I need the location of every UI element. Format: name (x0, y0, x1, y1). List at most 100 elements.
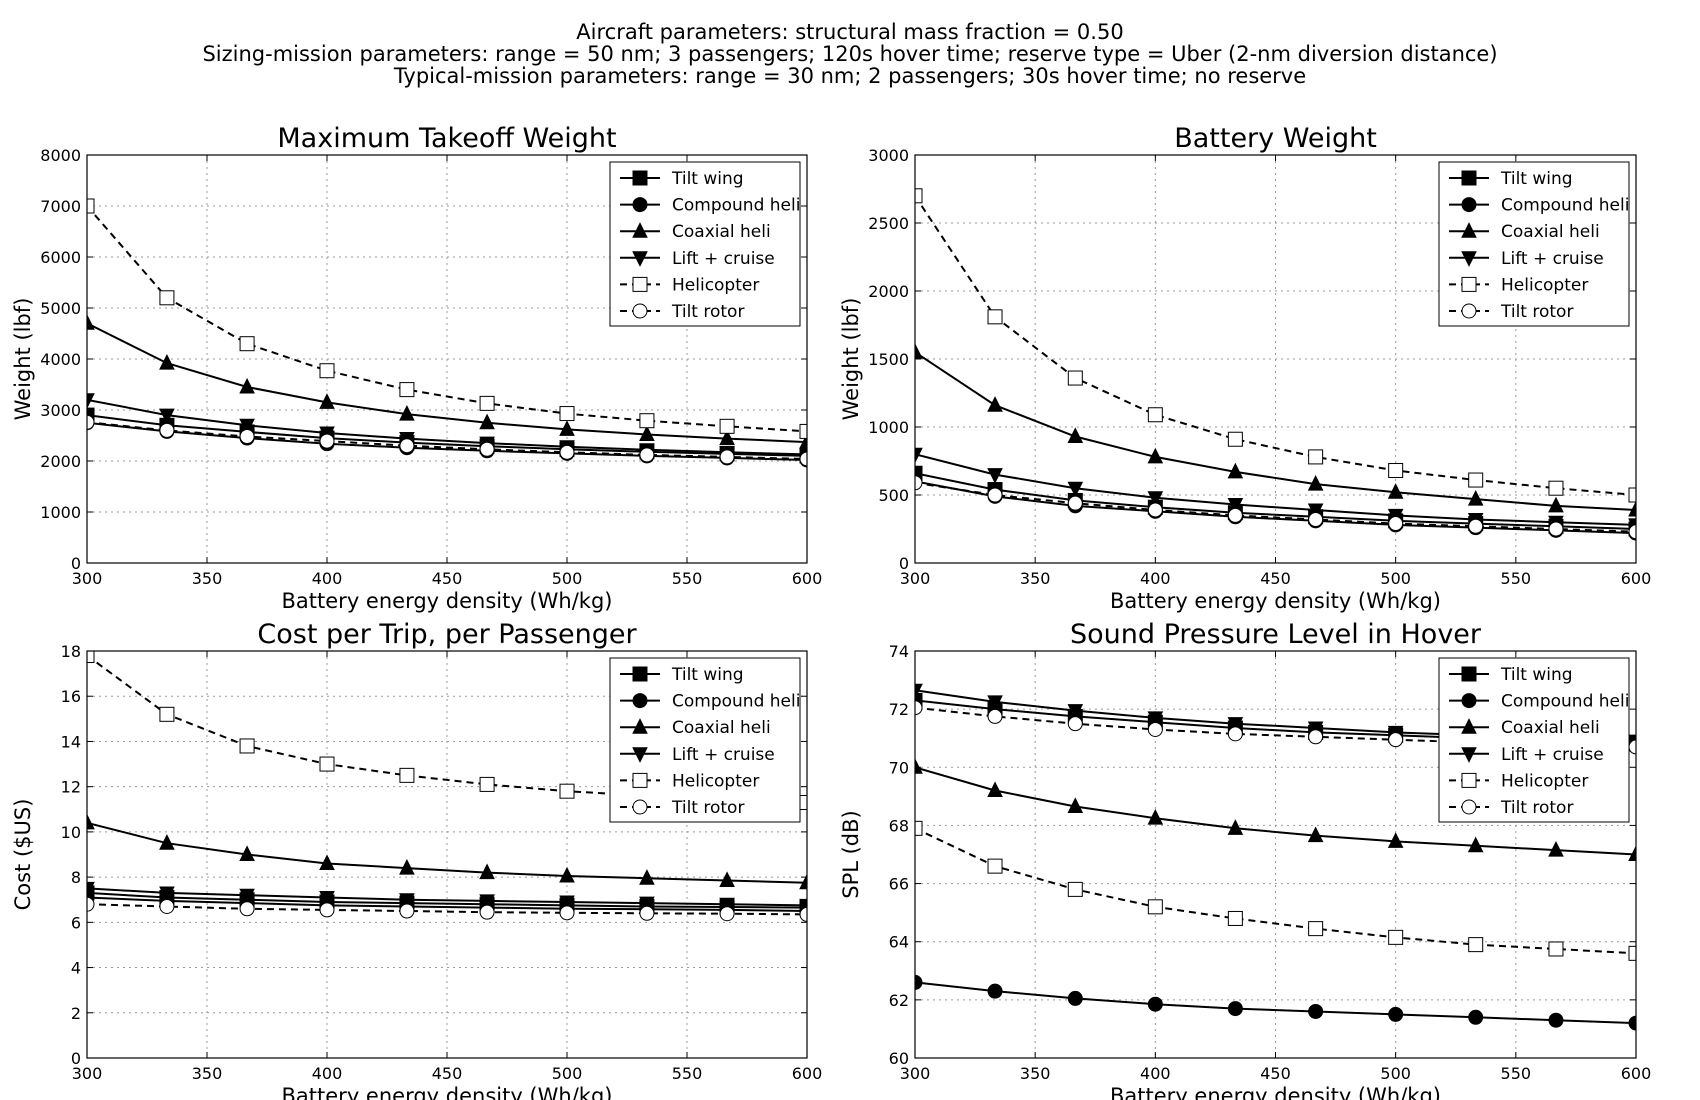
data-point-tilt-wing (87, 407, 95, 423)
y-tick-label: 4 (71, 959, 81, 978)
data-point-tilt-rotor (799, 451, 807, 467)
legend: Tilt wing Compound heli Coaxial heli Lift +… (1438, 161, 1630, 327)
y-tick-label: 64 (889, 933, 909, 952)
data-point-lift-cruise (915, 447, 923, 464)
data-point-helicopter (87, 198, 95, 214)
legend: Tilt wing Compound heli Coaxial heli Lift +… (609, 161, 801, 327)
data-point-helicopter (239, 738, 255, 754)
y-tick-label: 12 (61, 778, 81, 797)
y-tick-label: 3000 (868, 146, 909, 165)
data-point-helicopter (1388, 929, 1404, 945)
legend-label-tilt-wing: Tilt wing (1500, 665, 1573, 685)
series-group (915, 188, 1636, 541)
data-point-coaxial-heli (639, 425, 655, 441)
x-tick-label: 350 (192, 569, 223, 588)
chart-title: Battery Weight (1174, 123, 1377, 154)
data-point-helicopter (239, 336, 255, 352)
data-point-helicopter (639, 413, 655, 429)
y-tick-label: 74 (889, 642, 909, 661)
data-point-helicopter (1227, 431, 1243, 447)
y-tick-label: 6000 (40, 248, 81, 267)
data-point-helicopter (915, 820, 923, 836)
data-point-lift-cruise (1227, 717, 1244, 733)
legend-marker-helicopter (632, 772, 648, 788)
y-tick-label: 6 (71, 913, 81, 932)
data-point-compound-heli (1468, 1009, 1484, 1025)
data-point-tilt-rotor (915, 475, 923, 491)
data-point-coaxial-heli (479, 863, 495, 880)
panel-cost-per-trip: 300 350 400 450 500 550 600 0 2 4 6 8 10 12 14 16 18 Cost… (11, 619, 822, 1100)
legend-marker-coaxial-heli (632, 222, 648, 238)
data-point-lift-cruise (479, 894, 495, 910)
legend: Tilt wing Compound heli Coaxial heli Lift +… (1438, 657, 1630, 823)
data-point-tilt-rotor (479, 904, 495, 920)
series-line-tilt-rotor (87, 903, 807, 916)
data-point-tilt-rotor (1308, 729, 1324, 745)
y-tick-label: 72 (889, 700, 909, 719)
data-point-helicopter (159, 706, 175, 722)
x-tick-label: 400 (312, 569, 343, 588)
panel-sound-pressure-level: 300 350 400 450 500 550 600 60 62 64 66 68 70 72 74 Sou… (839, 619, 1651, 1100)
legend-label-tilt-wing: Tilt wing (671, 169, 744, 189)
y-tick-label: 10 (61, 823, 81, 842)
data-point-tilt-rotor (1308, 511, 1324, 527)
x-tick-label: 550 (1501, 1064, 1532, 1083)
chart-title: Cost per Trip, per Passenger (257, 619, 637, 650)
data-point-lift-cruise (1307, 503, 1324, 520)
x-tick-label: 300 (900, 1064, 931, 1083)
data-point-coaxial-heli (987, 781, 1003, 798)
data-point-tilt-rotor (639, 447, 655, 463)
y-axis-label: Cost ($US) (11, 799, 35, 911)
data-point-helicopter (559, 783, 575, 799)
legend-marker-tilt-wing (1461, 666, 1477, 682)
data-point-helicopter (319, 363, 335, 379)
y-tick-label: 68 (889, 816, 909, 835)
data-point-coaxial-heli (239, 845, 255, 861)
data-point-coaxial-heli (987, 396, 1003, 412)
data-point-helicopter (399, 382, 415, 398)
legend-marker-helicopter (1461, 772, 1477, 788)
data-point-lift-cruise (1147, 491, 1164, 507)
data-point-lift-cruise (1067, 481, 1084, 498)
legend-label-lift-cruise: Lift + cruise (672, 745, 775, 765)
legend-marker-coaxial-heli (1461, 222, 1477, 238)
data-point-helicopter (1628, 945, 1636, 961)
y-tick-label: 60 (889, 1049, 909, 1068)
data-point-coaxial-heli (1227, 819, 1244, 835)
data-point-tilt-rotor (479, 441, 495, 457)
legend-box (1438, 657, 1630, 823)
legend-label-compound-heli: Compound heli (1501, 692, 1629, 712)
series-group (87, 198, 807, 468)
y-tick-label: 8000 (40, 146, 81, 165)
series-line-compound-heli (915, 480, 1636, 535)
y-tick-label: 7000 (40, 197, 81, 216)
series-line-helicopter (915, 195, 1636, 496)
series-line-compound-heli (87, 896, 807, 912)
plot-frame (86, 650, 808, 1059)
x-tick-label: 550 (672, 569, 703, 588)
data-point-coaxial-heli (1628, 500, 1636, 517)
suptitle-line-3: Typical-mission parameters: range = 30 n… (393, 64, 1306, 88)
legend-marker-tilt-rotor (632, 799, 648, 815)
data-point-coaxial-heli (1387, 483, 1404, 499)
data-point-helicopter (1227, 910, 1243, 926)
data-point-compound-heli (987, 983, 1003, 999)
data-point-tilt-rotor (319, 433, 335, 449)
x-tick-label: 450 (1260, 569, 1291, 588)
data-point-tilt-rotor (639, 905, 655, 921)
data-point-coaxial-heli (319, 393, 335, 409)
y-tick-label: 3000 (40, 401, 81, 420)
legend-label-helicopter: Helicopter (1501, 275, 1588, 295)
series-line-tilt-wing (915, 472, 1636, 530)
data-point-lift-cruise (1227, 498, 1244, 514)
x-tick-label: 300 (72, 1064, 103, 1083)
legend-marker-coaxial-heli (1461, 718, 1477, 734)
legend-label-helicopter: Helicopter (672, 275, 759, 295)
data-point-helicopter (1067, 881, 1083, 897)
series-line-coaxial-heli (915, 351, 1636, 511)
data-point-tilt-rotor (1468, 518, 1484, 534)
legend-marker-lift-cruise (1461, 747, 1477, 763)
data-point-tilt-rotor (719, 449, 735, 465)
data-point-coaxial-heli (1548, 841, 1564, 857)
data-point-lift-cruise (987, 695, 1003, 711)
